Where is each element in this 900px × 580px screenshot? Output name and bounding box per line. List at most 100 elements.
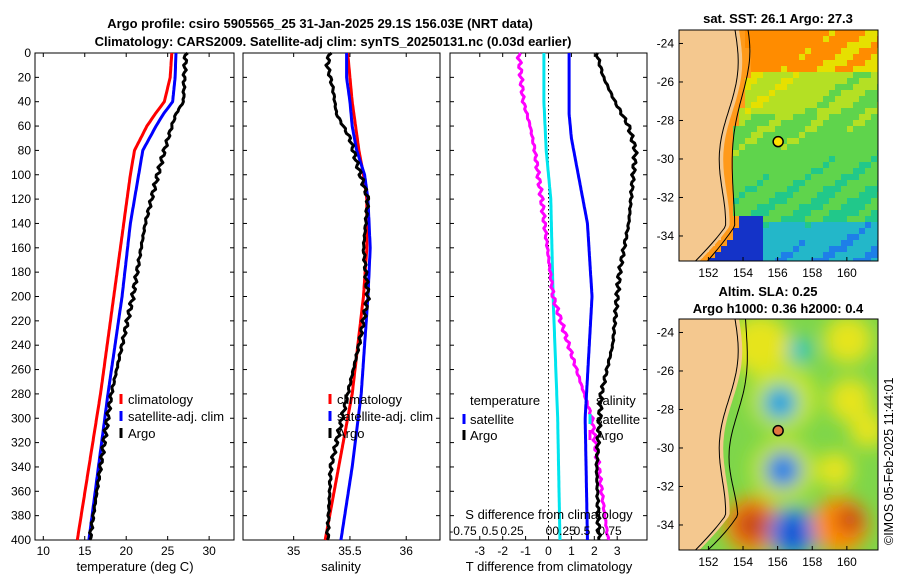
sst-cell bbox=[763, 144, 769, 150]
sst-cell bbox=[739, 30, 745, 36]
sst-cell bbox=[817, 36, 823, 42]
sst-cell bbox=[793, 144, 799, 150]
sst-cell bbox=[859, 192, 865, 198]
sst-cell bbox=[853, 168, 859, 174]
sst-cell bbox=[763, 66, 769, 72]
sst-cell bbox=[817, 240, 823, 246]
sst-cell bbox=[823, 84, 829, 90]
sst-cell bbox=[871, 54, 877, 60]
sst-cell bbox=[853, 234, 859, 240]
sst-cell bbox=[739, 36, 745, 42]
sst-cell bbox=[745, 126, 751, 132]
sst-cell bbox=[871, 144, 877, 150]
x-tick-label: 30 bbox=[202, 544, 216, 558]
sst-cell bbox=[841, 102, 847, 108]
sst-cell bbox=[775, 210, 781, 216]
sst-cell bbox=[871, 234, 877, 240]
sst-cell bbox=[823, 132, 829, 138]
sst-cell bbox=[805, 204, 811, 210]
sst-cell bbox=[757, 78, 763, 84]
sst-cell bbox=[829, 90, 835, 96]
sst-cell bbox=[769, 72, 775, 78]
sst-cell bbox=[829, 240, 835, 246]
sst-cell bbox=[853, 162, 859, 168]
sst-cell bbox=[751, 234, 757, 240]
sst-cell bbox=[739, 72, 745, 78]
sst-cell bbox=[745, 72, 751, 78]
sst-cell bbox=[823, 174, 829, 180]
sst-cell bbox=[769, 90, 775, 96]
x-tick-label: 20 bbox=[120, 544, 134, 558]
sst-cell bbox=[793, 42, 799, 48]
sst-cell bbox=[823, 72, 829, 78]
sst-cell bbox=[787, 186, 793, 192]
sst-cell bbox=[841, 48, 847, 54]
sst-cell bbox=[799, 108, 805, 114]
sst-cell bbox=[793, 30, 799, 36]
sla-map-title: Altim. SLA: 0.25 bbox=[719, 284, 818, 299]
sst-cell bbox=[853, 78, 859, 84]
sst-cell bbox=[721, 150, 727, 156]
sst-cell bbox=[871, 228, 877, 234]
sla-blob bbox=[828, 378, 872, 422]
sst-cell bbox=[751, 144, 757, 150]
sst-cell bbox=[805, 132, 811, 138]
sst-cell bbox=[835, 120, 841, 126]
sst-cell bbox=[763, 132, 769, 138]
sst-cell bbox=[703, 258, 709, 261]
y-tick-label: 160 bbox=[11, 241, 31, 255]
sst-cell bbox=[745, 234, 751, 240]
salinity-xlabel: salinity bbox=[321, 559, 361, 574]
sst-cell bbox=[859, 48, 865, 54]
sst-cell bbox=[793, 156, 799, 162]
y-tick-label: 400 bbox=[11, 533, 31, 547]
sst-cell bbox=[745, 102, 751, 108]
sst-cell bbox=[775, 186, 781, 192]
sst-cell bbox=[847, 132, 853, 138]
sst-cell bbox=[781, 84, 787, 90]
sst-cell bbox=[853, 30, 859, 36]
sst-cell bbox=[811, 30, 817, 36]
sst-cell bbox=[727, 162, 733, 168]
sst-cell bbox=[817, 192, 823, 198]
sst-cell bbox=[871, 30, 877, 36]
x-tick-label-s: -0.75 bbox=[449, 524, 477, 538]
sst-cell bbox=[775, 108, 781, 114]
sst-cell bbox=[847, 252, 853, 258]
sst-cell bbox=[775, 90, 781, 96]
sst-cell bbox=[733, 168, 739, 174]
sst-cell bbox=[865, 198, 871, 204]
sst-cell bbox=[841, 258, 847, 261]
map-x-tick-label: 156 bbox=[768, 555, 788, 569]
depth-contour bbox=[707, 319, 748, 550]
sst-cell bbox=[739, 84, 745, 90]
sst-cell bbox=[775, 150, 781, 156]
sst-cell bbox=[805, 198, 811, 204]
sst-cell bbox=[817, 222, 823, 228]
sst-cell bbox=[847, 240, 853, 246]
sst-cell bbox=[805, 246, 811, 252]
sst-cell bbox=[739, 120, 745, 126]
sst-cell bbox=[823, 180, 829, 186]
sst-cell bbox=[805, 66, 811, 72]
sst-cell bbox=[763, 180, 769, 186]
sst-cell bbox=[853, 174, 859, 180]
sst-cell bbox=[817, 42, 823, 48]
sst-cell bbox=[829, 168, 835, 174]
legend-label: Argo bbox=[596, 428, 623, 443]
sst-cell bbox=[829, 258, 835, 261]
sst-cell bbox=[727, 204, 733, 210]
sst-cell bbox=[823, 240, 829, 246]
sst-cell bbox=[859, 108, 865, 114]
sst-cell bbox=[823, 114, 829, 120]
sst-cell bbox=[799, 210, 805, 216]
sst-cell bbox=[733, 252, 739, 258]
sst-cell bbox=[757, 126, 763, 132]
sst-cell bbox=[727, 150, 733, 156]
sst-cell bbox=[733, 186, 739, 192]
sst-cell bbox=[853, 72, 859, 78]
sst-cell bbox=[709, 246, 715, 252]
sst-cell bbox=[829, 72, 835, 78]
sst-cell bbox=[745, 156, 751, 162]
sst-cell bbox=[793, 258, 799, 261]
